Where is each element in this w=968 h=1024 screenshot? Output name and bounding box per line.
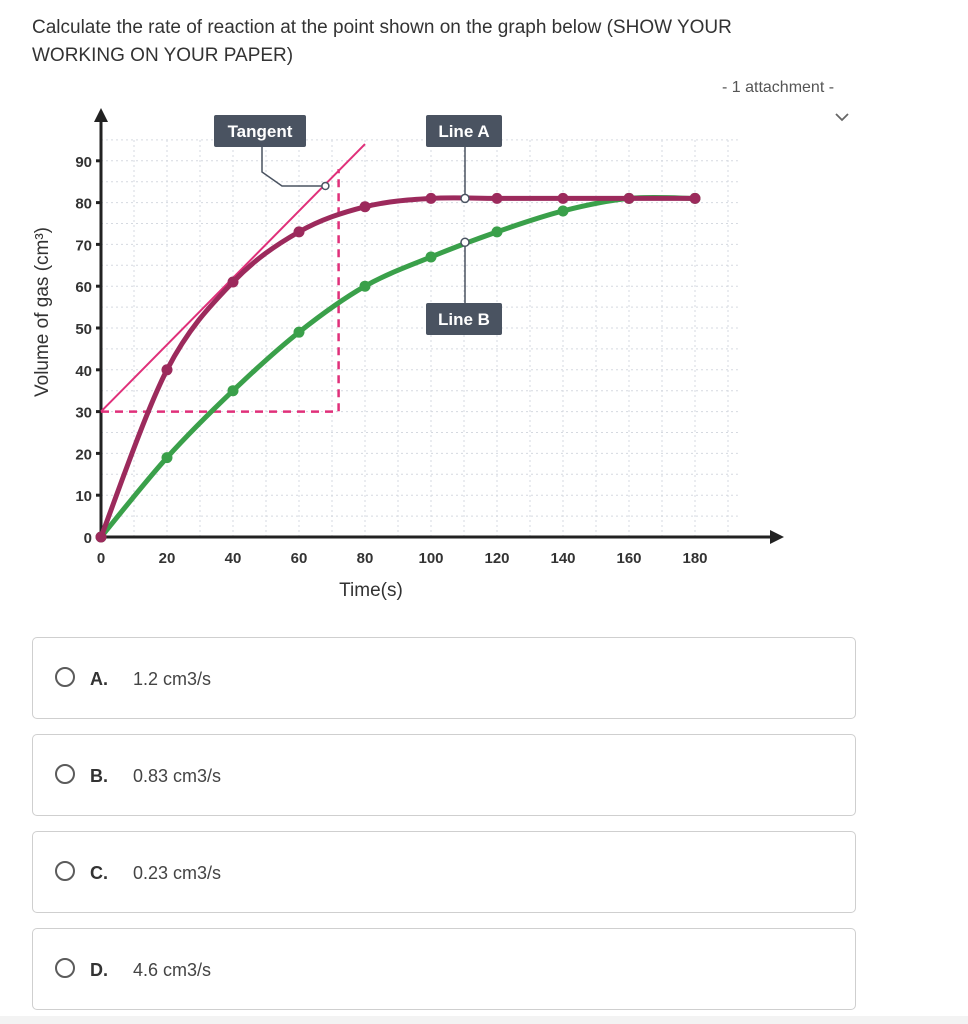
line-a-point: [227, 276, 239, 288]
x-tick-label: 140: [550, 550, 575, 567]
x-tick-label: 160: [616, 550, 641, 567]
option-b[interactable]: B. 0.83 cm3/s: [32, 734, 856, 816]
line-a-point: [359, 201, 371, 213]
y-tick-label: 30: [75, 405, 92, 422]
y-tick-label: 70: [75, 237, 92, 254]
y-tick-label: 10: [75, 488, 92, 505]
tangent-callout: Tangent: [214, 115, 306, 147]
question-line-1: Calculate the rate of reaction at the po…: [32, 17, 732, 38]
chart-grid: [101, 139, 738, 537]
option-letter: C.: [90, 863, 108, 883]
line-a-callout-box: [426, 115, 502, 147]
option-letter: A.: [90, 669, 108, 689]
y-tick-label: 80: [75, 196, 92, 213]
y-tick-label: 20: [75, 446, 92, 463]
line-b-point: [425, 251, 437, 263]
line-b-point: [161, 452, 173, 464]
line-a-point: [95, 531, 107, 543]
x-axis-arrow: [770, 530, 784, 544]
y-axis-label: Volume of gas (cm³): [32, 227, 53, 397]
y-tick-label: 0: [84, 530, 92, 547]
option-text: 0.23 cm3/s: [133, 863, 222, 883]
y-axis-arrow: [94, 108, 108, 122]
y-tick-label: 50: [75, 321, 92, 338]
chevron-down-icon[interactable]: [833, 110, 851, 124]
tangent-callout-box: [214, 115, 306, 147]
radio-icon[interactable]: [55, 764, 75, 784]
line-b-point: [557, 205, 569, 217]
option-text: 0.83 cm3/s: [133, 766, 222, 786]
x-tick-label: 100: [418, 550, 443, 567]
option-letter: B.: [90, 766, 108, 786]
x-tick-label: 120: [484, 550, 509, 567]
tangent-triangle: [101, 169, 340, 413]
option-text: 1.2 cm3/s: [133, 669, 212, 689]
line-a-callout: Line A: [426, 115, 502, 147]
x-tick-label: 0: [97, 550, 105, 567]
line-a-point: [623, 192, 635, 204]
radio-icon[interactable]: [55, 667, 75, 687]
question-line-2: WORKING ON YOUR PAPER): [32, 45, 294, 66]
chart-callouts: Tangent Line A Line B: [214, 115, 502, 335]
line-a-point: [161, 364, 173, 376]
option-letter: D.: [90, 960, 108, 980]
y-tick-label: 90: [75, 154, 92, 171]
line-b-callout-text: Line B: [438, 310, 490, 329]
tangent-callout-text: Tangent: [228, 122, 293, 141]
rate-of-reaction-chart: 0 10 20 30 40 50 60 70 80 90 0 20 40 60 80 100 120 140 160…: [32, 108, 784, 601]
tangent-pointer: [261, 146, 326, 187]
radio-icon[interactable]: [55, 958, 75, 978]
line-a-point: [491, 192, 503, 204]
line-a-point: [425, 192, 437, 204]
tangent-triangle-dashes: [101, 169, 340, 413]
question-text: Calculate the rate of reaction at the po…: [32, 14, 812, 70]
line-a-callout-text: Line A: [438, 122, 489, 141]
x-tick-label: 80: [357, 550, 374, 567]
y-tick-label: 60: [75, 279, 92, 296]
x-tick-label: 20: [159, 550, 176, 567]
x-tick-label: 180: [682, 550, 707, 567]
x-axis-label: Time(s): [339, 580, 403, 601]
line-a-point: [689, 192, 701, 204]
chart-series: [95, 143, 701, 543]
line-b-callout: Line B: [426, 303, 502, 335]
option-d[interactable]: D. 4.6 cm3/s: [32, 928, 856, 1010]
attachment-label[interactable]: - 1 attachment -: [722, 79, 835, 96]
option-text: 4.6 cm3/s: [133, 960, 212, 980]
y-tick-label: 40: [75, 363, 92, 380]
line-b-callout-box: [426, 303, 502, 335]
line-b-curve: [98, 194, 698, 540]
line-a-point: [293, 226, 305, 238]
line-a-pointer-dot: [460, 193, 470, 204]
line-b-point: [491, 226, 503, 238]
line-b-point: [359, 280, 371, 292]
x-tick-label: 60: [291, 550, 308, 567]
x-tick-label: 40: [225, 550, 242, 567]
page-bottom-divider: [0, 1016, 968, 1024]
line-b-point: [227, 385, 239, 397]
radio-icon[interactable]: [55, 861, 75, 881]
chart-ticks: 0 10 20 30 40 50 60 70 80 90 0 20 40 60 80 100 120 140 160…: [75, 154, 707, 567]
line-b-pointer-dot: [460, 237, 470, 248]
line-a-point: [557, 192, 569, 204]
option-c[interactable]: C. 0.23 cm3/s: [32, 831, 856, 913]
tangent-pointer-dot: [321, 181, 330, 191]
line-b-point: [293, 326, 305, 338]
option-a[interactable]: A. 1.2 cm3/s: [32, 637, 856, 719]
